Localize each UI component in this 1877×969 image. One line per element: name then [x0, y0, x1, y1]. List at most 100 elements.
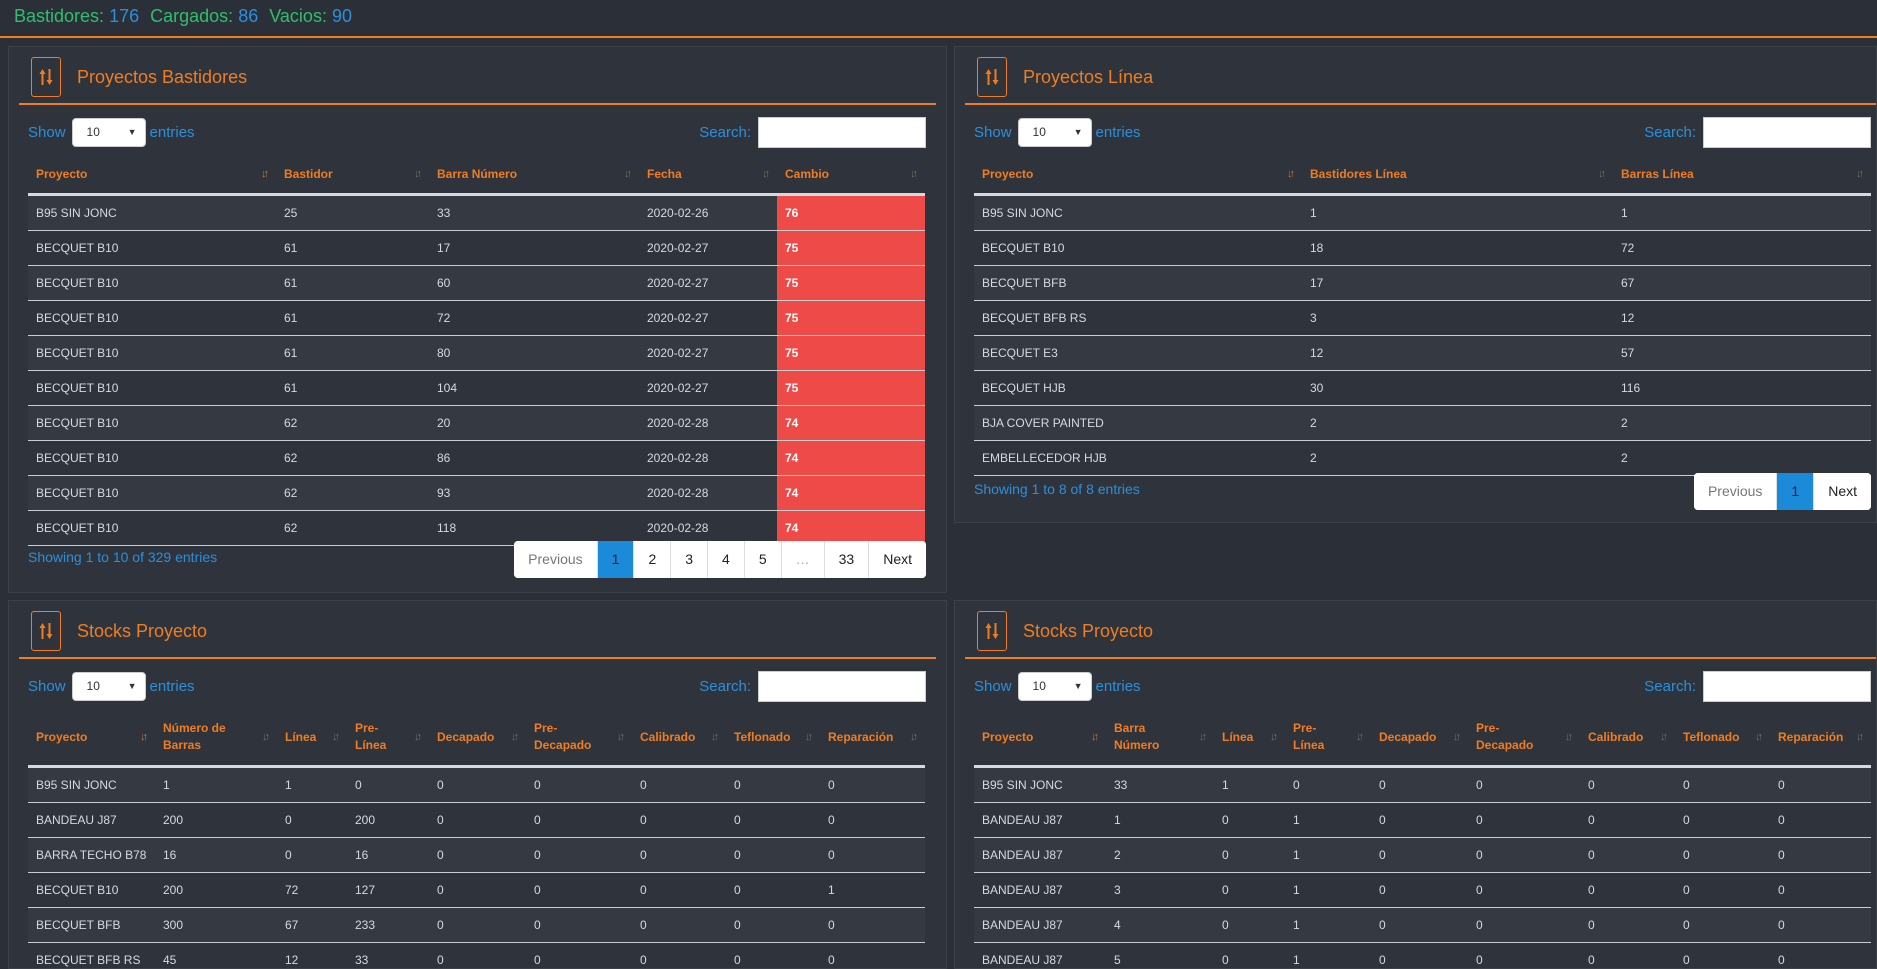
- table-row[interactable]: BECQUET B10 18 72: [974, 230, 1871, 266]
- column-header[interactable]: Número de Barras ↓↑: [155, 709, 277, 768]
- column-header[interactable]: Fecha ↓↑: [639, 155, 777, 196]
- sort-icon[interactable]: ↓↑: [711, 731, 719, 743]
- column-header[interactable]: Cambio ↓↑: [777, 155, 925, 196]
- table-row[interactable]: BARRA TECHO B78 16 0 16 0 0 0 0 0: [28, 837, 925, 873]
- column-header[interactable]: Proyecto ↓↑: [28, 155, 276, 196]
- table-row[interactable]: BECQUET B10 62 118 2020-02-28 74: [28, 510, 925, 546]
- table-row[interactable]: BECQUET B10 61 72 2020-02-27 75: [28, 300, 925, 336]
- sort-icon[interactable]: ↓↑: [1856, 731, 1864, 743]
- sort-icon[interactable]: ↓↑: [1856, 168, 1864, 180]
- sort-icon[interactable]: ↓↑: [261, 168, 269, 180]
- table-row[interactable]: BECQUET E3 12 57: [974, 335, 1871, 371]
- table-row[interactable]: EMBELLECEDOR HJB 2 2: [974, 440, 1871, 476]
- sort-icon[interactable]: ↓↑: [762, 168, 770, 180]
- next-button[interactable]: Next: [1814, 473, 1871, 510]
- table-row[interactable]: BECQUET HJB 30 116: [974, 370, 1871, 406]
- column-header[interactable]: Teflonado ↓↑: [726, 709, 820, 768]
- column-header[interactable]: Barra Número ↓↑: [1106, 709, 1214, 768]
- sort-arrows-icon[interactable]: [977, 611, 1007, 651]
- page-length-select[interactable]: 10 ▼: [71, 118, 146, 147]
- table-row[interactable]: B95 SIN JONC 25 33 2020-02-26 76: [28, 194, 925, 231]
- column-header[interactable]: Línea ↓↑: [1214, 709, 1285, 768]
- column-header[interactable]: Reparación ↓↑: [820, 709, 925, 768]
- table-row[interactable]: B95 SIN JONC 1 1: [974, 194, 1871, 231]
- sort-icon[interactable]: ↓↑: [1598, 168, 1606, 180]
- sort-icon[interactable]: ↓↑: [1565, 731, 1573, 743]
- sort-icon[interactable]: ↓↑: [910, 731, 918, 743]
- page-length-select[interactable]: 10 ▼: [1017, 118, 1092, 147]
- table-row[interactable]: BANDEAU J87 2 0 1 0 0 0 0 0: [974, 837, 1871, 873]
- sort-icon[interactable]: ↓↑: [332, 731, 340, 743]
- column-header[interactable]: Pre-Línea ↓↑: [347, 709, 429, 768]
- table-row[interactable]: BECQUET B10 62 20 2020-02-28 74: [28, 405, 925, 441]
- table-row[interactable]: BECQUET B10 200 72 127 0 0 0 0 1: [28, 872, 925, 908]
- column-header[interactable]: Pre-Decapado ↓↑: [1468, 709, 1580, 768]
- table-row[interactable]: BECQUET BFB 300 67 233 0 0 0 0 0: [28, 907, 925, 943]
- next-button[interactable]: Next: [869, 541, 926, 578]
- table-row[interactable]: BECQUET B10 61 104 2020-02-27 75: [28, 370, 925, 406]
- sort-icon[interactable]: ↓↑: [1199, 731, 1207, 743]
- sort-icon[interactable]: ↓↑: [1270, 731, 1278, 743]
- page-length-select[interactable]: 10 ▼: [1017, 672, 1092, 701]
- sort-icon[interactable]: ↓↑: [1755, 731, 1763, 743]
- sort-icon[interactable]: ↓↑: [805, 731, 813, 743]
- previous-button[interactable]: Previous: [514, 541, 598, 578]
- column-header[interactable]: Pre-Decapado ↓↑: [526, 709, 632, 768]
- table-row[interactable]: BECQUET B10 62 86 2020-02-28 74: [28, 440, 925, 476]
- column-header[interactable]: Calibrado ↓↑: [1580, 709, 1675, 768]
- column-header[interactable]: Bastidor ↓↑: [276, 155, 429, 196]
- table-row[interactable]: BECQUET B10 61 80 2020-02-27 75: [28, 335, 925, 371]
- sort-icon[interactable]: ↓↑: [624, 168, 632, 180]
- column-header[interactable]: Decapado ↓↑: [1371, 709, 1468, 768]
- sort-icon[interactable]: ↓↑: [414, 168, 422, 180]
- column-header[interactable]: Bastidores Línea ↓↑: [1302, 155, 1613, 196]
- column-header[interactable]: Calibrado ↓↑: [632, 709, 726, 768]
- search-input[interactable]: [758, 671, 926, 702]
- table-row[interactable]: BECQUET B10 62 93 2020-02-28 74: [28, 475, 925, 511]
- sort-icon[interactable]: ↓↑: [1453, 731, 1461, 743]
- sort-icon[interactable]: ↓↑: [140, 731, 148, 743]
- table-row[interactable]: B95 SIN JONC 1 1 0 0 0 0 0 0: [28, 766, 925, 803]
- table-row[interactable]: BANDEAU J87 1 0 1 0 0 0 0 0: [974, 802, 1871, 838]
- table-row[interactable]: BJA COVER PAINTED 2 2: [974, 405, 1871, 441]
- sort-icon[interactable]: ↓↑: [1660, 731, 1668, 743]
- table-row[interactable]: BANDEAU J87 3 0 1 0 0 0 0 0: [974, 872, 1871, 908]
- column-header[interactable]: Reparación ↓↑: [1770, 709, 1871, 768]
- sort-icon[interactable]: ↓↑: [511, 731, 519, 743]
- sort-icon[interactable]: ↓↑: [1287, 168, 1295, 180]
- sort-arrows-icon[interactable]: [31, 57, 61, 97]
- page-button-33[interactable]: 33: [824, 541, 870, 578]
- previous-button[interactable]: Previous: [1693, 473, 1778, 510]
- column-header[interactable]: Proyecto ↓↑: [28, 709, 155, 768]
- search-input[interactable]: [1703, 671, 1871, 702]
- column-header[interactable]: Barra Número ↓↑: [429, 155, 639, 196]
- sort-arrows-icon[interactable]: [31, 611, 61, 651]
- table-row[interactable]: BANDEAU J87 200 0 200 0 0 0 0 0: [28, 802, 925, 838]
- table-row[interactable]: BANDEAU J87 4 0 1 0 0 0 0 0: [974, 907, 1871, 943]
- sort-icon[interactable]: ↓↑: [414, 731, 422, 743]
- sort-icon[interactable]: ↓↑: [617, 731, 625, 743]
- search-input[interactable]: [1703, 117, 1871, 148]
- page-button-1[interactable]: 1: [597, 541, 635, 578]
- page-length-select[interactable]: 10 ▼: [71, 672, 146, 701]
- sort-arrows-icon[interactable]: [977, 57, 1007, 97]
- column-header[interactable]: Proyecto ↓↑: [974, 709, 1106, 768]
- sort-icon[interactable]: ↓↑: [1091, 731, 1099, 743]
- table-row[interactable]: BECQUET B10 61 60 2020-02-27 75: [28, 265, 925, 301]
- page-button-3[interactable]: 3: [671, 541, 709, 578]
- column-header[interactable]: Teflonado ↓↑: [1675, 709, 1770, 768]
- page-button-1[interactable]: 1: [1777, 473, 1815, 510]
- column-header[interactable]: Línea ↓↑: [277, 709, 347, 768]
- sort-icon[interactable]: ↓↑: [262, 731, 270, 743]
- table-row[interactable]: BANDEAU J87 5 0 1 0 0 0 0 0: [974, 942, 1871, 968]
- page-button-5[interactable]: 5: [744, 541, 782, 578]
- page-button-4[interactable]: 4: [708, 541, 745, 578]
- column-header[interactable]: Proyecto ↓↑: [974, 155, 1302, 196]
- column-header[interactable]: Decapado ↓↑: [429, 709, 526, 768]
- sort-icon[interactable]: ↓↑: [1356, 731, 1364, 743]
- page-button-2[interactable]: 2: [634, 541, 672, 578]
- sort-icon[interactable]: ↓↑: [910, 168, 918, 180]
- table-row[interactable]: BECQUET B10 61 17 2020-02-27 75: [28, 230, 925, 266]
- search-input[interactable]: [758, 117, 926, 148]
- table-row[interactable]: B95 SIN JONC 33 1 0 0 0 0 0 0: [974, 766, 1871, 803]
